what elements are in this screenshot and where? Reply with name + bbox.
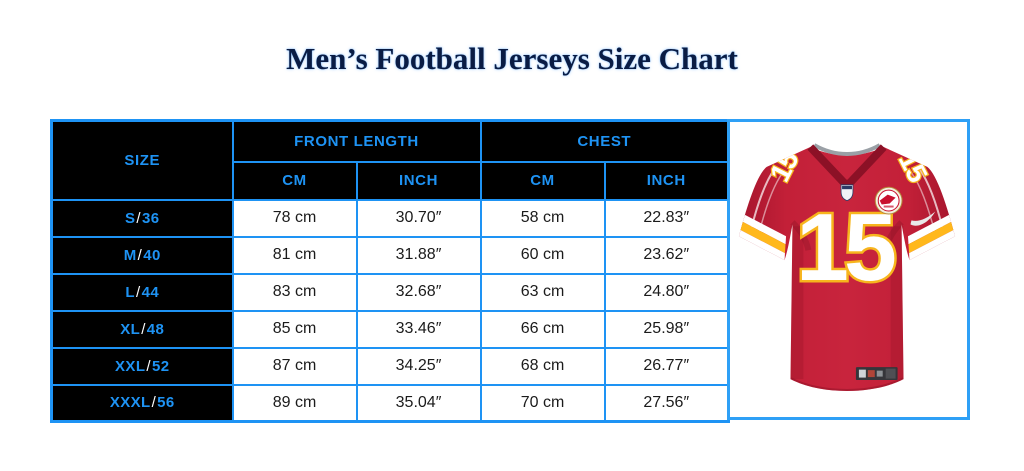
chest-inch-value: 25.98″ xyxy=(603,309,730,349)
chest-inch-value: 24.80″ xyxy=(603,272,730,312)
col-header-chest: CHEST xyxy=(479,119,730,163)
cuff-stripes-left xyxy=(738,212,787,262)
nike-swoosh-icon xyxy=(910,211,936,226)
size-label: XL/48 xyxy=(50,309,234,349)
size-label: XXL/52 xyxy=(50,346,234,386)
table-row: XXL/52 87 cm 34.25″ 68 cm 26.77″ xyxy=(50,346,730,386)
front-length-inch-value: 33.46″ xyxy=(355,309,482,349)
chest-cm-value: 66 cm xyxy=(479,309,606,349)
size-chart-table: SIZE FRONT LENGTH CHEST CM INCH CM INCH … xyxy=(50,119,731,423)
size-label: S/36 xyxy=(50,198,234,238)
front-length-cm-value: 89 cm xyxy=(231,383,358,423)
col-header-size: SIZE xyxy=(50,119,234,201)
size-label-slash: / xyxy=(136,283,141,301)
nfl-shield-icon xyxy=(840,184,854,202)
front-length-cm-value: 81 cm xyxy=(231,235,358,275)
size-label: XXXL/56 xyxy=(50,383,234,423)
size-label: L/44 xyxy=(50,272,234,312)
collar-back xyxy=(813,143,881,156)
jersey-body xyxy=(738,147,956,391)
chest-cm-value: 63 cm xyxy=(479,272,606,312)
chest-inch-value: 22.83″ xyxy=(603,198,730,238)
jersey-product-image: 15 15 15 xyxy=(727,119,970,420)
col-header-chest-cm: CM xyxy=(479,160,606,201)
page-title: Men’s Football Jerseys Size Chart xyxy=(286,41,738,76)
underarm-shadow-right xyxy=(882,220,904,251)
chest-cm-value: 68 cm xyxy=(479,346,606,386)
front-length-cm-value: 87 cm xyxy=(231,346,358,386)
front-length-inch-value: 34.25″ xyxy=(355,346,482,386)
table-row: XL/48 85 cm 33.46″ 66 cm 25.98″ xyxy=(50,309,730,349)
underarm-shadow-left xyxy=(790,220,812,251)
front-length-cm-value: 83 cm xyxy=(231,272,358,312)
table-row: M/40 81 cm 31.88″ 60 cm 23.62″ xyxy=(50,235,730,275)
cuff-stripes-right xyxy=(907,212,956,262)
chest-cm-value: 60 cm xyxy=(479,235,606,275)
col-header-front-inch: INCH xyxy=(355,160,482,201)
front-length-inch-value: 32.68″ xyxy=(355,272,482,312)
side-mesh-left xyxy=(790,226,804,380)
table-row: S/36 78 cm 30.70″ 58 cm 22.83″ xyxy=(50,198,730,238)
size-label-slash: / xyxy=(151,394,157,412)
table-row: L/44 83 cm 32.68″ 63 cm 24.80″ xyxy=(50,272,730,312)
size-label-slash: / xyxy=(146,357,151,375)
col-header-chest-inch: INCH xyxy=(603,160,730,201)
front-length-inch-value: 30.70″ xyxy=(355,198,482,238)
col-header-front-cm: CM xyxy=(231,160,358,201)
size-label-slash: / xyxy=(137,246,143,264)
chest-inch-value: 23.62″ xyxy=(603,235,730,275)
front-length-inch-value: 31.88″ xyxy=(355,235,482,275)
front-length-cm-value: 85 cm xyxy=(231,309,358,349)
col-header-front-length: FRONT LENGTH xyxy=(231,119,482,163)
side-mesh-right xyxy=(890,226,904,380)
jock-tag xyxy=(855,367,898,381)
size-label-slash: / xyxy=(136,209,141,227)
jersey-illustration: 15 15 15 xyxy=(738,143,956,391)
chest-inch-value: 27.56″ xyxy=(603,383,730,423)
size-label: M/40 xyxy=(50,235,234,275)
chest-cm-value: 58 cm xyxy=(479,198,606,238)
chest-cm-value: 70 cm xyxy=(479,383,606,423)
team-patch-icon xyxy=(874,186,903,215)
collar-v-trim xyxy=(807,144,887,188)
table-row: XXXL/56 89 cm 35.04″ 70 cm 27.56″ xyxy=(50,383,730,423)
size-label-slash: / xyxy=(141,320,146,338)
chest-inch-value: 26.77″ xyxy=(603,346,730,386)
front-length-cm-value: 78 cm xyxy=(231,198,358,238)
hem-shade xyxy=(789,377,905,391)
front-length-inch-value: 35.04″ xyxy=(355,383,482,423)
